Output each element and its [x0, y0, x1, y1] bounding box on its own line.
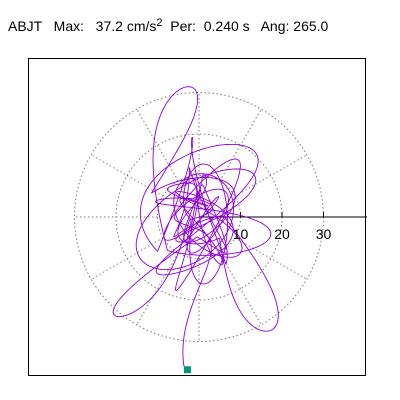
ring-label-20: 20	[274, 226, 290, 242]
angle-value: 265.0	[293, 18, 329, 34]
max-label: Max:	[53, 18, 84, 34]
ring-tick-labels: 10 20 30	[233, 226, 332, 242]
max-unit: cm/s	[126, 18, 157, 34]
grid-spoke-240	[136, 252, 179, 326]
angle-label: Ang:	[260, 18, 290, 34]
polar-plot-svg: 10 20 30	[74, 86, 367, 374]
max-unit-exponent: 2	[156, 17, 163, 29]
ring-label-10: 10	[233, 226, 249, 242]
grid-spoke-330	[234, 237, 308, 280]
motion-trace-line	[112, 86, 279, 371]
grid-spoke-120	[136, 108, 179, 182]
grid-spoke-300	[219, 252, 262, 326]
end-point-square	[183, 366, 191, 374]
grid-spoke-30	[234, 154, 308, 197]
ring-label-30: 30	[316, 226, 332, 242]
plot-header: ABJT Max: 37.2 cm/s2 Per: 0.240 s Ang: 2…	[8, 15, 328, 34]
period-label: Per:	[170, 18, 196, 34]
grid-spoke-150	[90, 154, 164, 197]
station-code: ABJT	[8, 18, 42, 34]
plot-frame: 10 20 30	[28, 58, 367, 376]
max-value: 37.2	[95, 18, 123, 34]
motion-trace	[112, 86, 279, 371]
grid-spoke-210	[90, 237, 164, 280]
end-point-marker	[183, 366, 191, 374]
period-value: 0.240 s	[203, 18, 250, 34]
